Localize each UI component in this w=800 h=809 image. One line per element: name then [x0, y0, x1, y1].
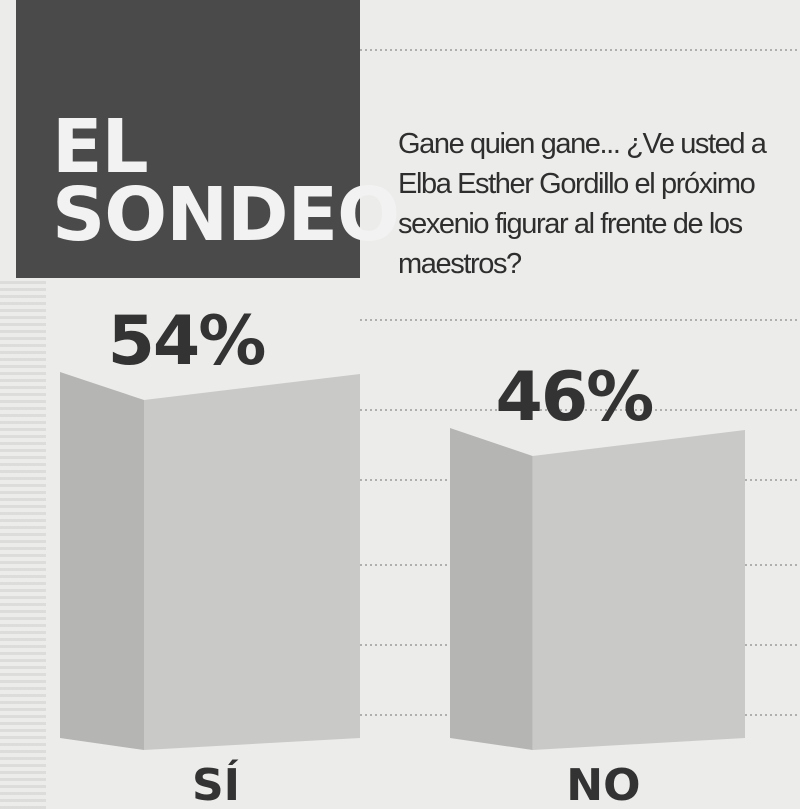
- bar-sí: [60, 372, 360, 750]
- category-label-sí: SÍ: [192, 758, 240, 809]
- category-label-no: NO: [566, 760, 640, 809]
- bar-face-right: [532, 430, 745, 750]
- bar-no: [450, 428, 745, 750]
- question-line-4: maestros?: [398, 248, 522, 280]
- value-label-sí: 54%: [108, 302, 265, 381]
- question-line-3: sexenio figurar al frente de los: [398, 208, 743, 240]
- question-line-1: Gane quien gane... ¿Ve usted a: [398, 128, 767, 160]
- bar-face-left: [60, 372, 144, 750]
- question-line-2: Elba Esther Gordillo el próximo: [398, 168, 756, 200]
- poll-question: Gane quien gane... ¿Ve usted a Elba Esth…: [398, 124, 800, 294]
- bar-face-left: [450, 428, 533, 750]
- title-block: EL SONDEO: [16, 0, 400, 278]
- bar-face-right: [144, 374, 360, 750]
- value-label-no: 46%: [496, 358, 653, 437]
- title-line-1: EL: [52, 104, 149, 190]
- page-edge-texture: [0, 280, 46, 809]
- title-line-2: SONDEO: [52, 172, 400, 258]
